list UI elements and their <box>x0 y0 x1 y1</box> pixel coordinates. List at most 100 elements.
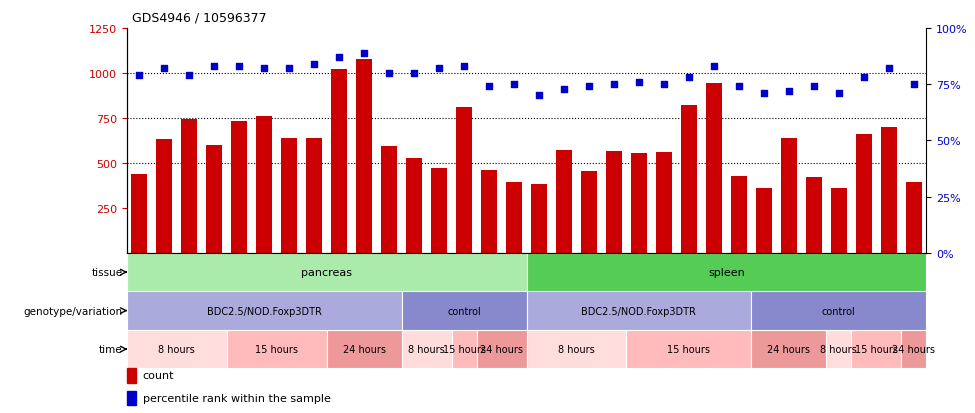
Bar <box>306 138 323 253</box>
Bar <box>581 171 597 253</box>
Bar <box>831 189 847 253</box>
Bar <box>901 330 926 368</box>
Bar <box>481 171 497 253</box>
Bar <box>880 128 897 253</box>
Point <box>731 84 747 90</box>
Point <box>831 91 846 97</box>
Bar <box>556 151 572 253</box>
Point <box>806 84 822 90</box>
Text: count: count <box>142 370 175 380</box>
Bar <box>402 330 451 368</box>
Point <box>856 75 872 82</box>
Bar <box>451 330 477 368</box>
Text: 8 hours: 8 hours <box>158 344 195 354</box>
Point <box>356 50 371 57</box>
Bar <box>226 330 327 368</box>
Bar <box>626 330 752 368</box>
Text: percentile rank within the sample: percentile rank within the sample <box>142 393 331 403</box>
Bar <box>756 189 772 253</box>
Text: 15 hours: 15 hours <box>255 344 298 354</box>
Text: spleen: spleen <box>708 268 745 278</box>
Text: 24 hours: 24 hours <box>767 344 810 354</box>
Bar <box>327 330 402 368</box>
Point <box>906 82 921 88</box>
Bar <box>656 153 672 253</box>
Point <box>531 93 547 100</box>
Bar <box>181 119 197 253</box>
Text: genotype/variation: genotype/variation <box>23 306 123 316</box>
Bar <box>827 330 851 368</box>
Text: control: control <box>448 306 481 316</box>
Point <box>407 71 422 77</box>
Point <box>332 55 347 62</box>
Bar <box>526 292 752 330</box>
Bar <box>402 292 526 330</box>
Bar <box>456 108 472 253</box>
Bar <box>681 106 697 253</box>
Point <box>256 66 272 73</box>
Bar <box>781 138 797 253</box>
Bar <box>530 184 547 253</box>
Bar <box>131 174 147 253</box>
Point <box>431 66 447 73</box>
Bar <box>256 117 272 253</box>
Bar <box>156 139 173 253</box>
Point <box>181 73 197 79</box>
Bar <box>431 169 448 253</box>
Text: BDC2.5/NOD.Foxp3DTR: BDC2.5/NOD.Foxp3DTR <box>207 306 322 316</box>
Bar <box>281 138 297 253</box>
Bar <box>127 253 526 292</box>
Bar <box>127 368 136 382</box>
Point <box>381 71 397 77</box>
Text: 24 hours: 24 hours <box>342 344 385 354</box>
Point <box>781 88 797 95</box>
Text: BDC2.5/NOD.Foxp3DTR: BDC2.5/NOD.Foxp3DTR <box>581 306 696 316</box>
Text: tissue: tissue <box>92 268 123 278</box>
Bar <box>730 177 747 253</box>
Text: 15 hours: 15 hours <box>668 344 711 354</box>
Bar <box>851 330 901 368</box>
Bar <box>477 330 526 368</box>
Bar <box>605 152 622 253</box>
Bar <box>506 183 523 253</box>
Text: 15 hours: 15 hours <box>443 344 486 354</box>
Bar <box>856 135 872 253</box>
Bar <box>381 147 397 253</box>
Point <box>306 62 322 68</box>
Text: pancreas: pancreas <box>301 268 352 278</box>
Point <box>132 73 147 79</box>
Point <box>482 84 497 90</box>
Bar <box>127 391 136 405</box>
Bar <box>526 330 626 368</box>
Text: 8 hours: 8 hours <box>558 344 595 354</box>
Bar <box>127 292 402 330</box>
Point <box>156 66 172 73</box>
Text: 24 hours: 24 hours <box>892 344 935 354</box>
Text: control: control <box>822 306 856 316</box>
Bar <box>526 253 926 292</box>
Text: 8 hours: 8 hours <box>409 344 445 354</box>
Bar <box>331 70 347 253</box>
Bar <box>706 84 722 253</box>
Point <box>606 82 622 88</box>
Point <box>207 64 222 70</box>
Bar <box>752 292 926 330</box>
Bar <box>231 121 248 253</box>
Bar <box>631 154 647 253</box>
Point <box>706 64 722 70</box>
Text: GDS4946 / 10596377: GDS4946 / 10596377 <box>132 12 266 25</box>
Point <box>656 82 672 88</box>
Point <box>556 86 571 93</box>
Text: time: time <box>99 344 123 354</box>
Point <box>881 66 897 73</box>
Bar <box>805 178 822 253</box>
Bar <box>406 158 422 253</box>
Point <box>506 82 522 88</box>
Point <box>631 79 646 86</box>
Bar <box>906 183 922 253</box>
Text: 15 hours: 15 hours <box>855 344 898 354</box>
Point <box>282 66 297 73</box>
Bar <box>356 59 372 253</box>
Text: 24 hours: 24 hours <box>480 344 523 354</box>
Point <box>756 91 771 97</box>
